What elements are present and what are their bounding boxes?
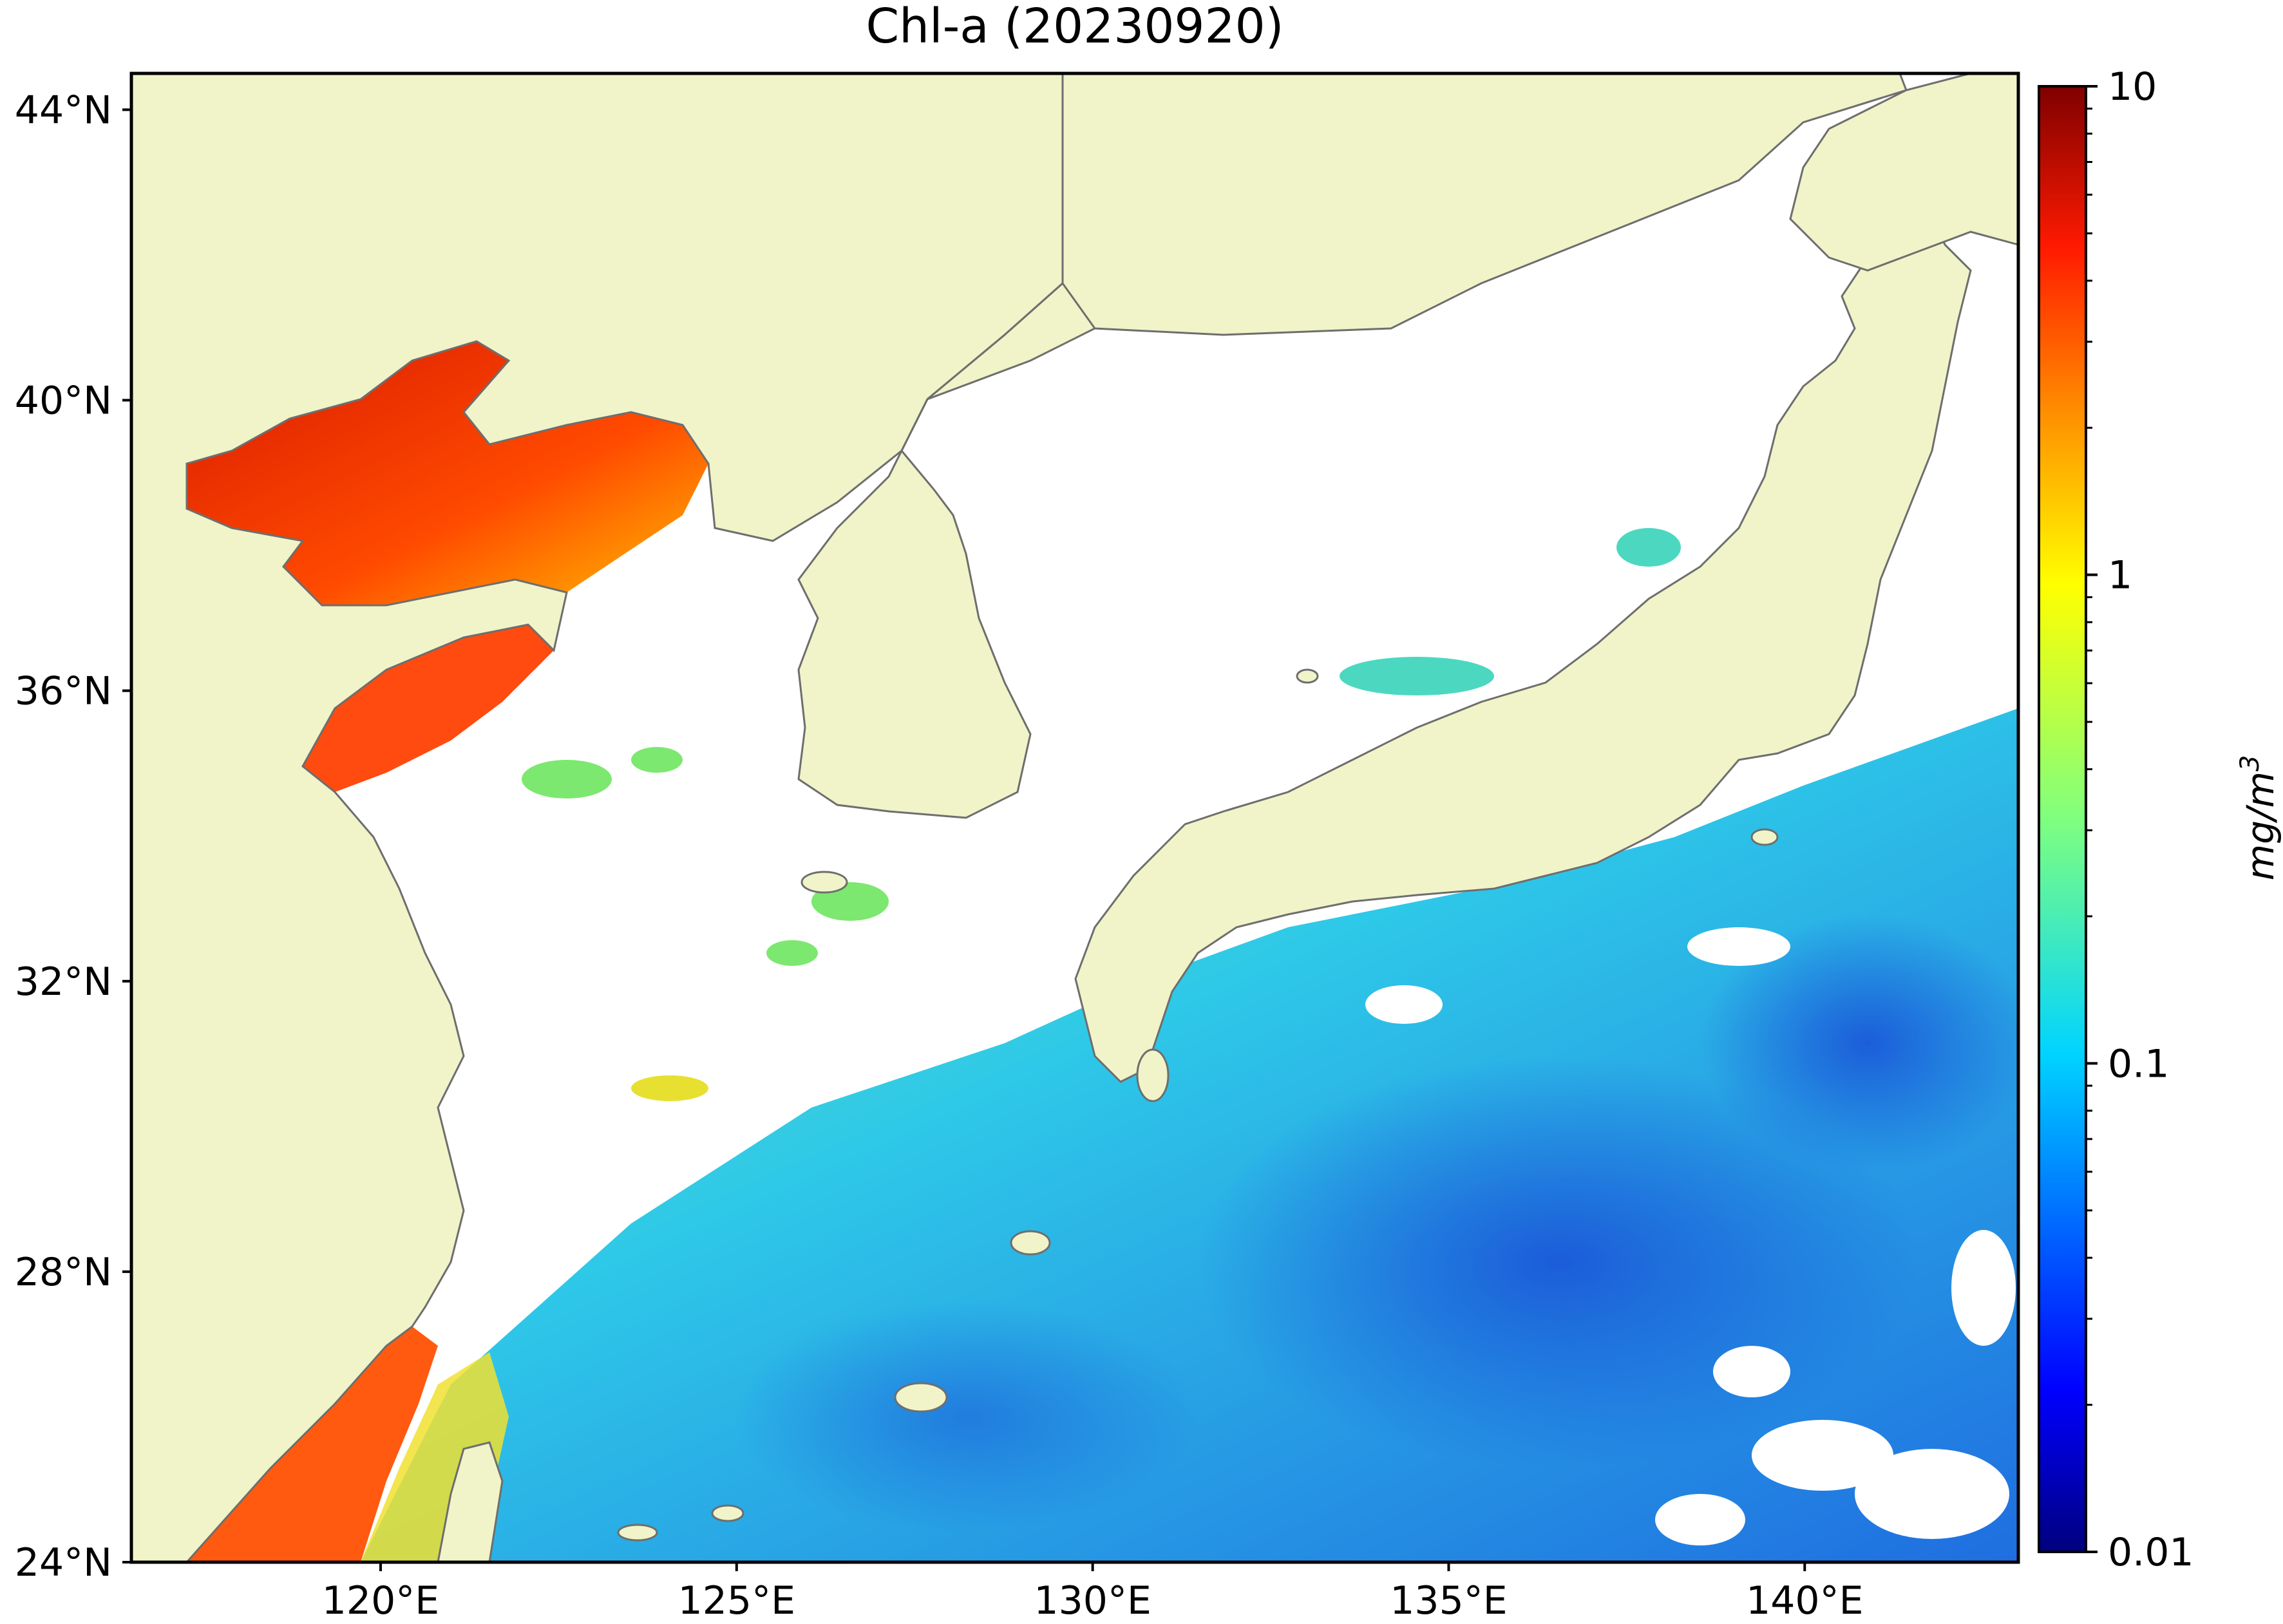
colorbar-tick-label: 1	[2108, 553, 2132, 598]
map-area	[131, 73, 2018, 1562]
lat-tick-label: 32°N	[15, 959, 112, 1005]
small-islands	[617, 668, 1779, 1542]
land-japan	[1074, 211, 1972, 1083]
colorbar	[2038, 85, 2087, 1553]
oligotrophic-patch	[1700, 914, 2018, 1172]
lat-tick-label: 40°N	[15, 379, 112, 424]
colorbar-label-unit: mg/m	[2239, 771, 2282, 880]
colorbar-tick-label: 10	[2108, 64, 2157, 109]
lat-tick-label: 28°N	[15, 1250, 112, 1295]
lat-tick-label: 24°N	[15, 1540, 112, 1585]
lon-tick-label: 120°E	[322, 1578, 439, 1623]
lon-tick-label: 140°E	[1746, 1578, 1863, 1623]
land-china	[131, 73, 1064, 1562]
latitude-axis: 44°N 40°N 36°N 32°N 28°N 24°N	[15, 88, 131, 1585]
lat-tick-label: 36°N	[15, 669, 112, 714]
bohai-high-chl	[187, 341, 708, 605]
map-title: Chl-a (20230920)	[866, 0, 1284, 54]
land-hokkaido	[1789, 73, 2018, 272]
land-taiwan	[437, 1441, 504, 1562]
shandong-south-high-chl	[303, 625, 554, 792]
longitude-axis: 120°E 125°E 130°E 135°E 140°E	[322, 1562, 1864, 1623]
yellow-sea-patches	[522, 528, 1681, 1101]
colorbar-axis: 10 1 0.1 0.01	[2086, 64, 2194, 1575]
lon-tick-label: 135°E	[1390, 1578, 1507, 1623]
cloud-gaps	[1365, 927, 2016, 1545]
oligotrophic-patch-south	[734, 1301, 1198, 1533]
colorbar-label: mg/m3	[2235, 755, 2282, 881]
lat-tick-label: 44°N	[15, 88, 112, 133]
lon-tick-label: 130°E	[1034, 1578, 1151, 1623]
land-korea	[797, 73, 1908, 819]
coastal-high-chl-zhejiang	[187, 1327, 438, 1562]
colorbar-tick-label: 0.1	[2108, 1041, 2169, 1086]
colorbar-tick-label: 0.01	[2108, 1530, 2194, 1575]
lon-tick-label: 125°E	[678, 1578, 795, 1623]
map-frame	[129, 71, 2020, 1564]
